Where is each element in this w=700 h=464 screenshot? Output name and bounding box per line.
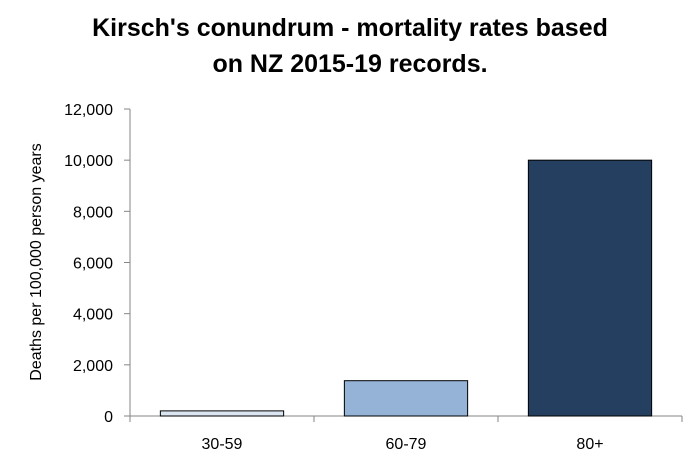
chart-bars bbox=[159, 159, 653, 417]
y-tick-label: 10,000 bbox=[64, 153, 113, 170]
y-tick-label: 12,000 bbox=[64, 102, 113, 119]
y-tick-label: 4,000 bbox=[73, 307, 113, 324]
chart-title-line-2: on NZ 2015-19 records. bbox=[212, 50, 488, 78]
chart-title: Kirsch's conundrum - mortality rates bas… bbox=[0, 10, 700, 82]
y-tick-labels: 0 2,000 4,000 6,000 8,000 10,000 12,000 bbox=[64, 102, 113, 426]
y-tick-label: 6,000 bbox=[73, 256, 113, 273]
x-tick-label: 60-79 bbox=[386, 436, 427, 453]
y-tick-label: 0 bbox=[104, 409, 113, 426]
x-tick-label: 30-59 bbox=[202, 436, 243, 453]
bar-60-79 bbox=[343, 380, 469, 417]
bar-80+ bbox=[527, 159, 653, 417]
y-tick-label: 8,000 bbox=[73, 204, 113, 221]
y-tick-label: 2,000 bbox=[73, 358, 113, 375]
x-tick-label: 80+ bbox=[576, 436, 603, 453]
x-tick-labels: 30-59 60-79 80+ bbox=[202, 436, 604, 453]
y-axis-label: Deaths per 100,000 person years bbox=[28, 143, 45, 380]
bar-30-59 bbox=[159, 410, 285, 417]
chart-title-line-1: Kirsch's conundrum - mortality rates bas… bbox=[92, 14, 608, 42]
